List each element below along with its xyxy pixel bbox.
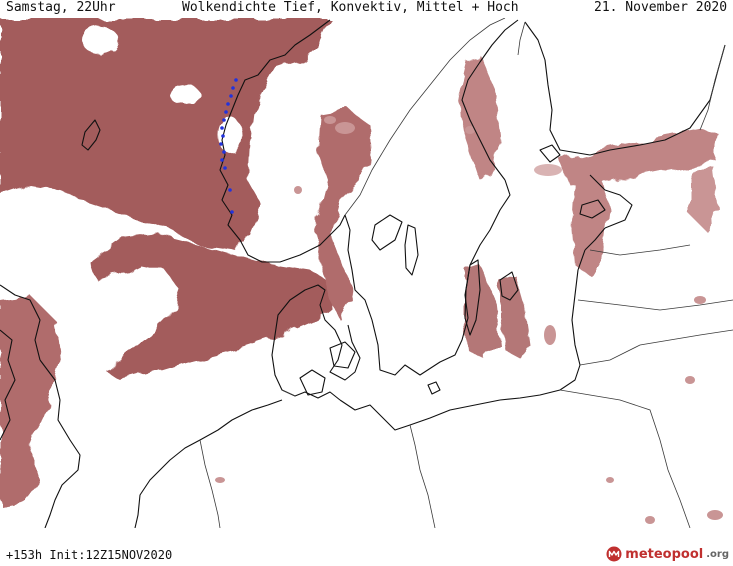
coast-estonia xyxy=(584,174,633,251)
border-lithuania-belarus xyxy=(579,329,733,366)
map-header: Samstag, 22Uhr Wolkendichte Tief, Konvek… xyxy=(0,0,733,18)
brand-name: meteopool xyxy=(625,546,704,562)
cloud-speckles xyxy=(215,116,723,524)
model-run-info: +153h Init:12Z15NOV2020 xyxy=(6,548,173,562)
coast-shetland xyxy=(81,119,101,151)
forecast-date: 21. November 2020 xyxy=(594,0,728,15)
border-poland-east xyxy=(559,389,691,528)
island-bornholm xyxy=(427,381,441,395)
meteopool-logo-icon xyxy=(606,546,622,562)
border-germany-denmark xyxy=(281,389,296,397)
cloud-area-scotland xyxy=(0,295,60,505)
coast-bothnia-east xyxy=(524,21,591,156)
border-sweden-finland xyxy=(517,21,526,56)
border-netherlands-germany xyxy=(199,439,221,528)
cloud-area-norwegian-sea xyxy=(0,18,330,250)
cloud-cover-map xyxy=(0,18,733,528)
lake-vanern xyxy=(371,214,403,251)
coast-dutch-german xyxy=(134,399,283,528)
cloud-density-field xyxy=(0,18,720,505)
coastlines xyxy=(0,19,726,528)
coast-sweden-west xyxy=(344,179,511,376)
cloud-strip-baltic-states xyxy=(572,175,610,275)
island-zealand xyxy=(299,369,326,396)
cloud-strip-gulf-finland xyxy=(560,130,720,185)
map-title: Wolkendichte Tief, Konvektiv, Mittel + H… xyxy=(182,0,519,15)
coast-poland-germany xyxy=(339,399,501,431)
forecast-time: Samstag, 22Uhr xyxy=(6,0,116,15)
precipitation-markers xyxy=(219,78,238,214)
coast-norway xyxy=(219,19,346,263)
coast-britain-east xyxy=(39,359,81,528)
brand-tld: .org xyxy=(706,548,729,560)
cloud-patch-skagerrak xyxy=(318,110,372,320)
map-footer: +153h Init:12Z15NOV2020 meteopool .org xyxy=(0,528,733,566)
island-saaremaa xyxy=(579,199,606,219)
border-latvia-lithuania xyxy=(577,299,733,311)
coast-britain-north xyxy=(0,284,41,361)
coast-scotland-west xyxy=(0,329,16,441)
island-gotland xyxy=(464,259,481,336)
border-norway-sweden xyxy=(344,18,506,216)
cloud-patch-east xyxy=(690,168,720,230)
meteopool-logo[interactable]: meteopool .org xyxy=(606,546,729,562)
border-estonia-latvia xyxy=(589,244,691,256)
cloud-streak-baltic-east xyxy=(500,275,530,358)
cloud-clearings xyxy=(0,26,242,344)
border-germany-poland xyxy=(409,424,436,528)
border-finland-russia xyxy=(699,44,726,131)
island-oland xyxy=(499,271,519,301)
cloud-streak-gotland xyxy=(465,265,500,360)
national-borders xyxy=(199,18,733,528)
lake-vattern xyxy=(404,224,419,276)
island-aland xyxy=(539,144,561,163)
cloud-strip-gulf-bothnia xyxy=(458,55,500,180)
cloud-band-north-sea xyxy=(90,235,340,380)
island-fyn xyxy=(329,341,356,369)
coast-bothnia-west xyxy=(461,19,519,181)
